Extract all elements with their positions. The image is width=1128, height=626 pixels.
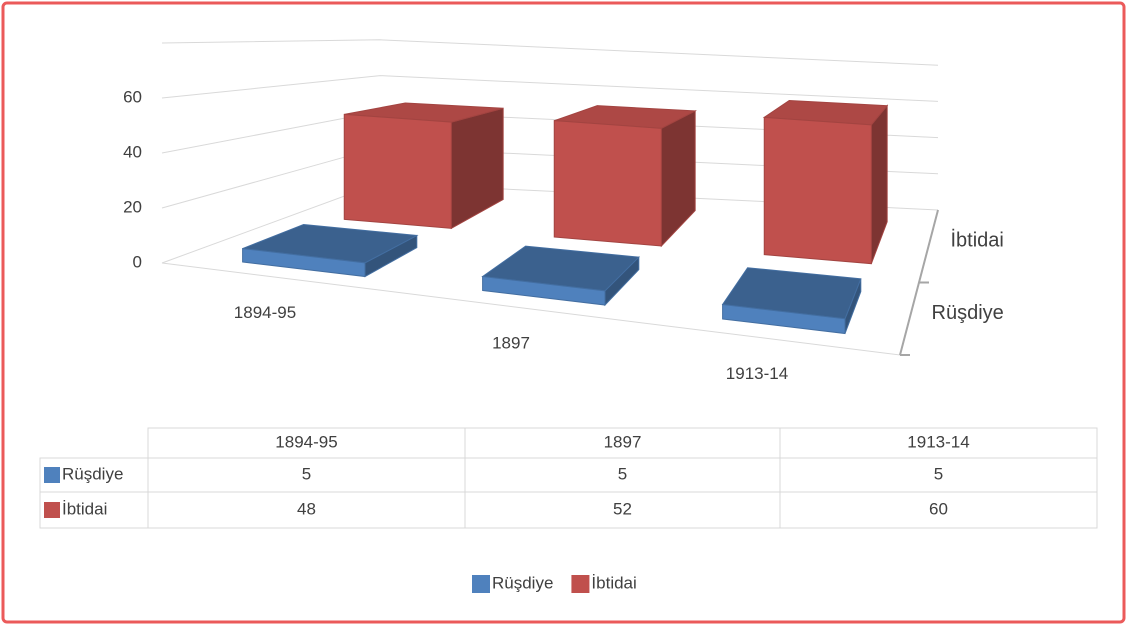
bar-front <box>242 248 366 278</box>
y-tick-label: 60 <box>123 87 142 106</box>
y-tick-label: 40 <box>123 142 142 161</box>
table-header: 1897 <box>604 432 642 451</box>
wall-top-edge <box>161 39 939 66</box>
grid-line <box>161 75 939 102</box>
table-cell: 5 <box>618 464 627 483</box>
table-header: 1913-14 <box>907 432 969 451</box>
table-legend-key <box>44 467 60 483</box>
table-cell: 5 <box>302 464 311 483</box>
legend-key <box>472 575 490 593</box>
table-cell: 48 <box>297 499 316 518</box>
bar-front <box>763 116 872 265</box>
table-cell: 52 <box>613 499 632 518</box>
bar-front <box>722 303 846 335</box>
x-tick-label: 1897 <box>492 333 530 352</box>
table-cell: 5 <box>934 464 943 483</box>
table-row-label: İbtidai <box>62 499 107 518</box>
legend-label: İbtidai <box>591 573 636 592</box>
table-header: 1894-95 <box>275 432 337 451</box>
depth-label: İbtidai <box>951 229 1004 252</box>
table-cell: 60 <box>929 499 948 518</box>
table-row-label: Rüşdiye <box>62 464 123 483</box>
y-tick-label: 20 <box>123 197 142 216</box>
table-legend-key <box>44 502 60 518</box>
bar-front <box>553 120 662 247</box>
depth-label: Rüşdiye <box>932 302 1004 324</box>
legend-label: Rüşdiye <box>492 573 553 592</box>
y-tick-label: 0 <box>133 252 142 271</box>
bar-front <box>482 275 606 306</box>
legend-key <box>571 575 590 593</box>
bar-front <box>343 113 452 229</box>
table-body-border <box>39 457 1098 529</box>
x-tick-label: 1894-95 <box>234 303 296 322</box>
x-tick-label: 1913-14 <box>726 364 788 383</box>
